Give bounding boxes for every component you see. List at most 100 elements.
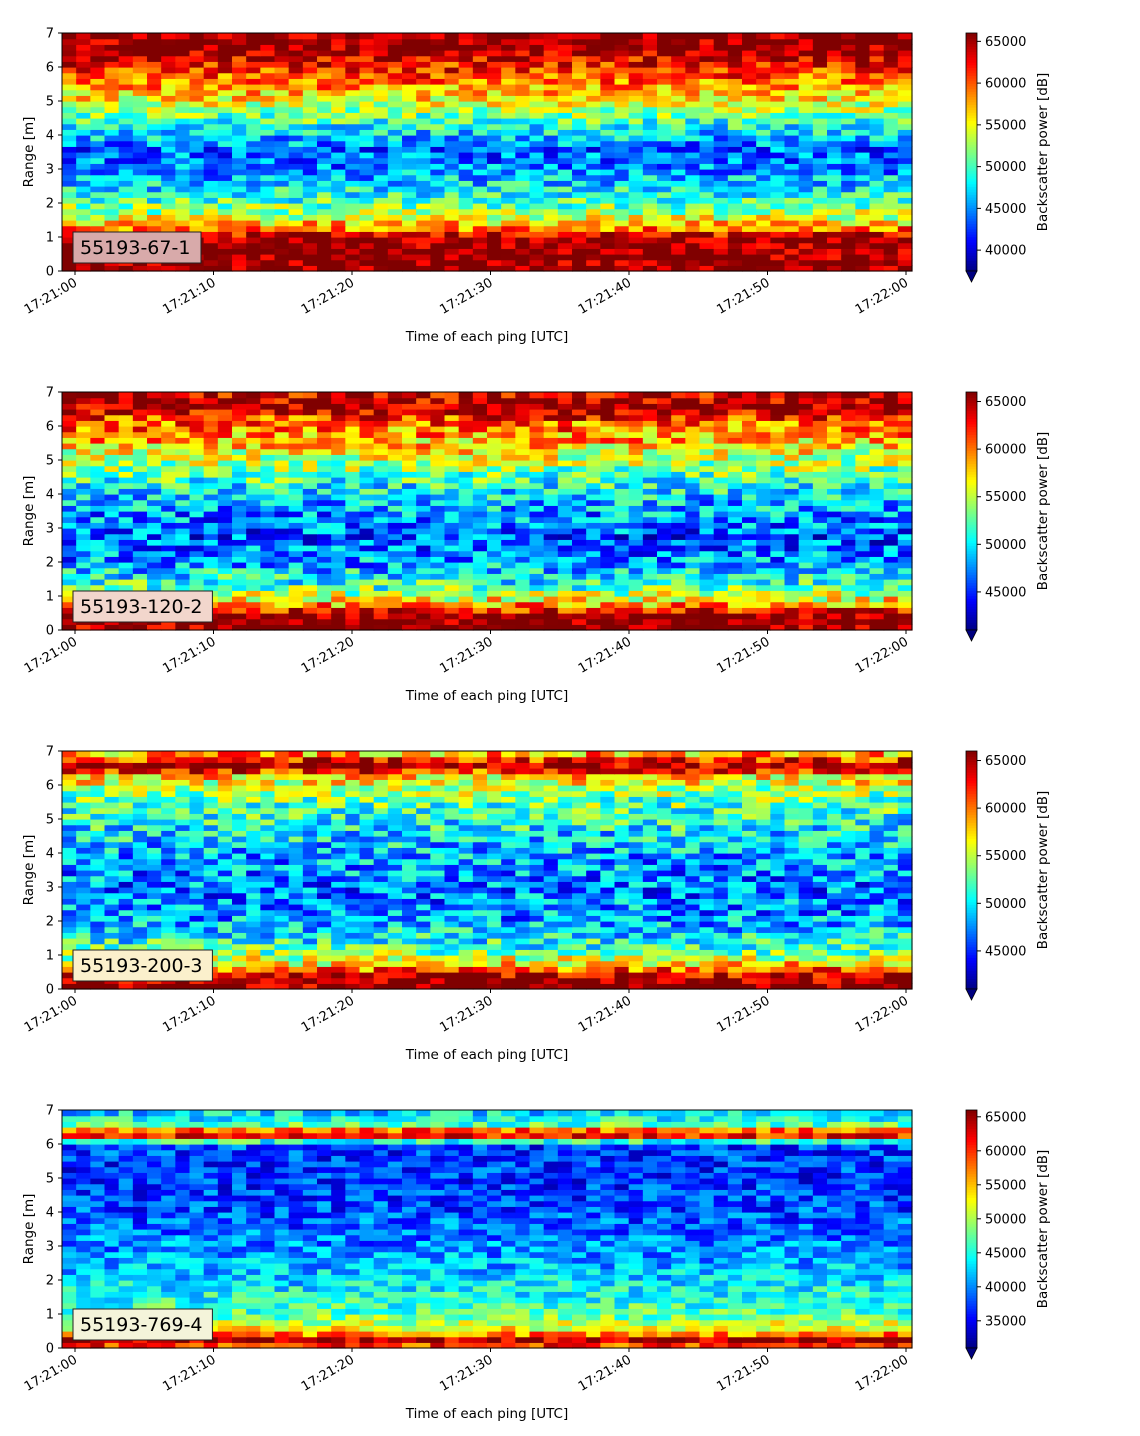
heatmap-cell [572,118,587,125]
heatmap-cell [770,590,786,597]
heatmap-cell [161,426,176,433]
heatmap-cell [557,409,573,416]
heatmap-cell [444,618,460,625]
heatmap-cell [62,596,77,603]
heatmap-cell [331,89,346,96]
heatmap-cell [628,118,644,125]
heatmap-cell [529,78,545,85]
heatmap-cell [501,477,516,484]
heatmap-cell [487,163,502,170]
colorbar-step [966,96,977,100]
heatmap-cell [883,191,899,198]
heatmap-cell [642,448,658,455]
heatmap-cell [416,556,431,563]
heatmap-cell [784,242,800,249]
heatmap-cell [76,545,91,552]
heatmap-cell [515,186,531,193]
heatmap-cell [260,550,276,557]
heatmap-cell [770,579,786,586]
heatmap-cell [132,38,148,45]
heatmap-cell [628,197,644,204]
heatmap-cell [572,431,587,438]
heatmap-cell [132,573,148,580]
heatmap-cell [90,437,106,444]
heatmap-cell [317,448,332,455]
heatmap-cell [515,101,531,108]
heatmap-cell [487,414,502,421]
colorbar-step [966,130,977,135]
heatmap-cell [869,95,885,102]
heatmap-cell [671,443,686,450]
heatmap-cell [742,163,757,170]
heatmap-cell [557,197,573,204]
heatmap-cell [841,220,856,227]
heatmap-cell [175,95,191,102]
heatmap-cell [189,465,205,472]
heatmap-cell [897,460,913,467]
heatmap-cell [501,180,516,187]
heatmap-cell [812,129,828,136]
heatmap-cell [274,584,290,591]
heatmap-cell [472,174,488,181]
heatmap-cell [699,55,715,62]
heatmap-cell [614,33,630,40]
heatmap-cell [685,259,701,266]
heatmap-cell [345,448,361,455]
heatmap-cell [671,163,686,170]
heatmap-cell [529,448,545,455]
heatmap-cell [203,169,219,176]
heatmap-cell [387,118,403,125]
heatmap-cell [274,414,290,421]
heatmap-cell [642,579,658,586]
heatmap-cell [331,95,346,102]
heatmap-cell [175,579,191,586]
heatmap-cell [642,414,658,421]
heatmap-cell [317,248,332,255]
heatmap-cell [217,420,233,427]
heatmap-cell [373,140,389,147]
heatmap-cell [827,95,842,102]
heatmap-cell [614,556,630,563]
heatmap-cell [784,38,800,45]
heatmap-cell [543,590,559,597]
heatmap-cell [444,494,460,501]
heatmap-cell [557,135,573,142]
heatmap-cell [118,471,134,478]
heatmap-cell [600,72,616,79]
heatmap-cell [897,112,913,119]
heatmap-cell [614,78,630,85]
heatmap-cell [557,522,573,529]
heatmap-cell [699,259,715,266]
heatmap-cell [90,174,106,181]
heatmap-cell [232,528,247,535]
heatmap-cell [642,494,658,501]
heatmap-cell [614,197,630,204]
heatmap-cell [642,225,658,232]
heatmap-cell [288,55,304,62]
heatmap-cell [897,33,913,40]
heatmap-cell [600,573,616,580]
heatmap-cell [317,225,332,232]
heatmap-cell [657,573,672,580]
heatmap-cell [288,237,304,244]
heatmap-cell [118,556,134,563]
heatmap-cell [175,477,191,484]
heatmap-cell [770,225,786,232]
heatmap-cell [147,584,162,591]
heatmap-cell [189,208,205,215]
heatmap-cell [161,556,176,563]
heatmap-cell [246,254,261,261]
heatmap-cell [600,112,616,119]
heatmap-cell [657,248,672,255]
heatmap-cell [458,460,474,467]
heatmap-cell [274,426,290,433]
heatmap-cell [302,174,318,181]
heatmap-cell [883,494,899,501]
heatmap-cell [132,152,148,159]
heatmap-cell [827,601,842,608]
heatmap-cell [302,44,318,51]
heatmap-cell [515,420,531,427]
heatmap-cell [317,129,332,136]
heatmap-cell [472,106,488,113]
heatmap-cell [784,454,800,461]
